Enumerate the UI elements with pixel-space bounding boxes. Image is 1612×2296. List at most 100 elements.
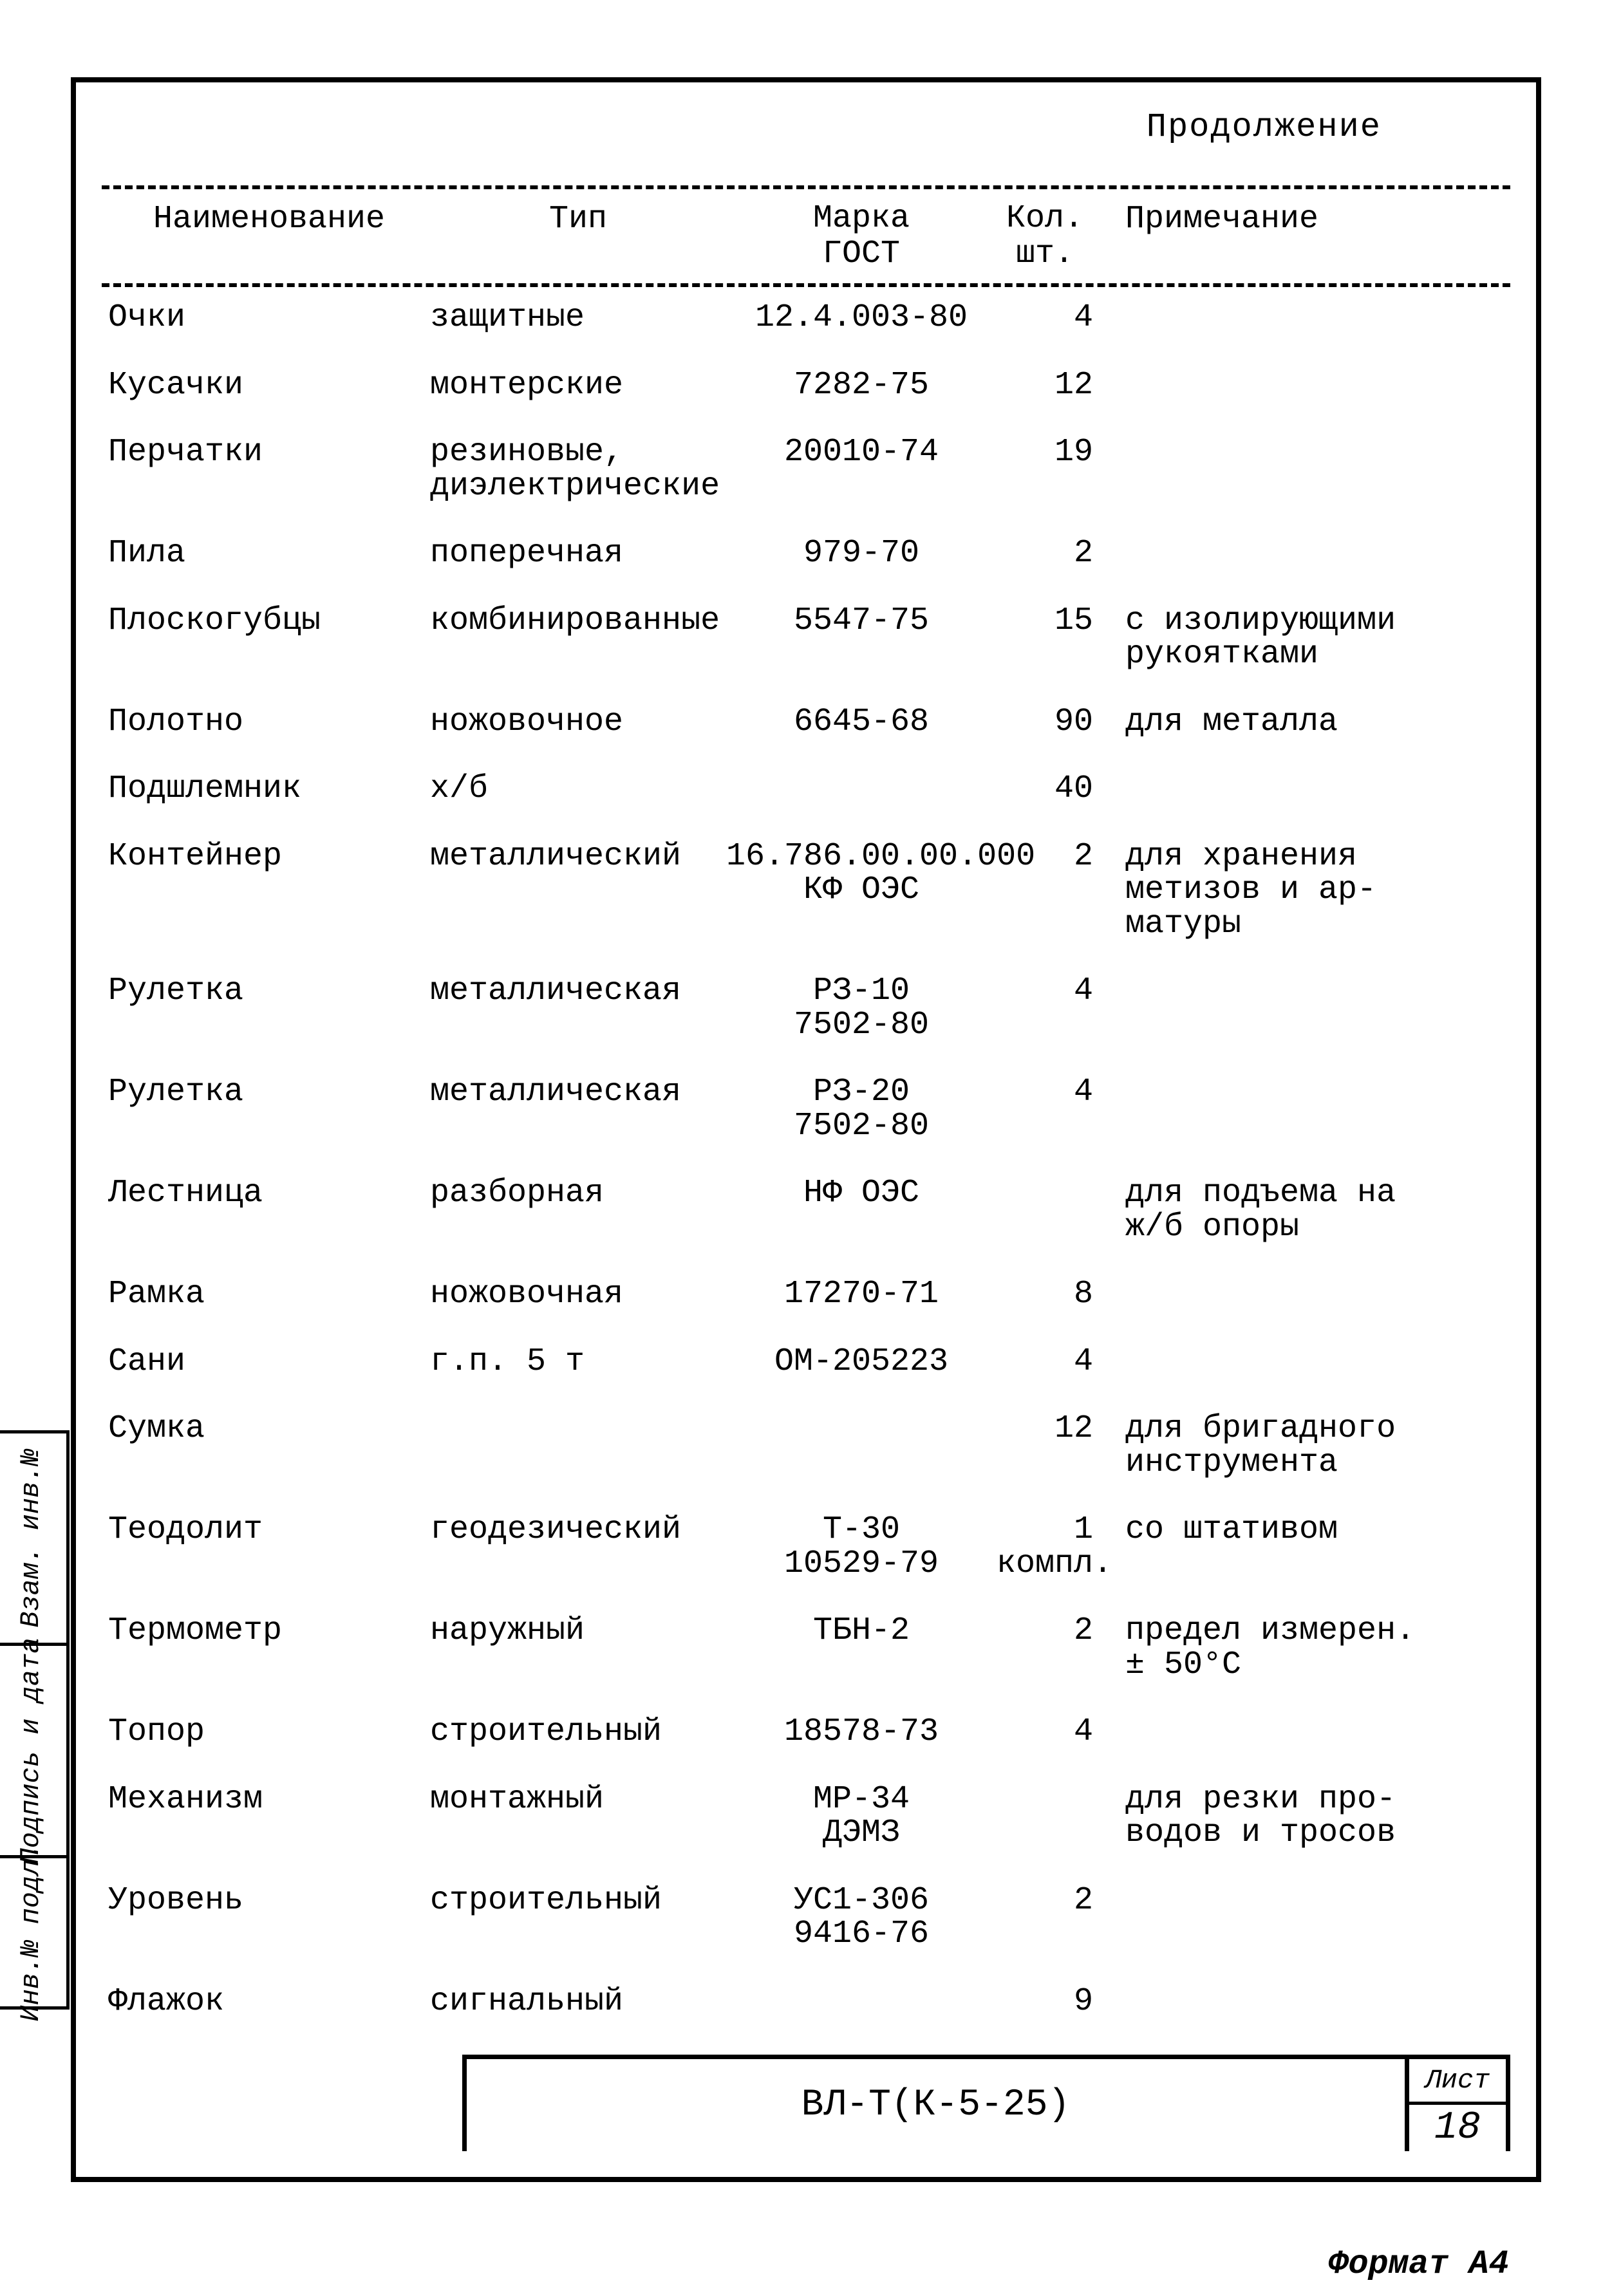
cell-qty: 12	[997, 1412, 1106, 1446]
cell-type: разборная	[430, 1177, 726, 1211]
table-row: ТеодолитгеодезическийТ-30 10529-791 комп…	[102, 1502, 1510, 1603]
table-row: Кусачкимонтерские7282-7512	[102, 357, 1510, 425]
cell-gost: 12.4.003-80	[726, 301, 997, 335]
header-qty: Кол. шт.	[997, 201, 1106, 272]
cell-name: Очки	[108, 301, 430, 335]
cell-qty: 4	[997, 301, 1106, 335]
header-qty-line1: Кол.	[997, 201, 1093, 236]
table-row: МеханизммонтажныйМР-34 ДЭМЗ для резки про…	[102, 1771, 1510, 1872]
cell-qty: 9	[997, 1985, 1106, 2019]
table-row: Подшлемникх/б 40	[102, 761, 1510, 828]
header-gost: Марка ГОСТ	[726, 201, 997, 272]
sheet-label: Лист	[1409, 2059, 1506, 2105]
cell-qty: 4	[997, 975, 1106, 1009]
cell-name: Механизм	[108, 1783, 430, 1817]
cell-gost: Т-30 10529-79	[726, 1513, 997, 1581]
table-row: Сумка12для бригадного инструмента	[102, 1401, 1510, 1502]
sidebar-cell-inv: Инв.№ подл.	[0, 1855, 70, 2010]
header-gost-line1: Марка	[726, 201, 997, 236]
sheet-box: Лист 18	[1405, 2059, 1506, 2151]
sidebar-label-inv: Инв.№ подл.	[15, 1843, 46, 2021]
cell-gost: 6645-68	[726, 705, 997, 740]
cell-qty: 2	[997, 537, 1106, 571]
cell-note: для подъема на ж/б опоры	[1106, 1177, 1504, 1244]
table-row: Полотноножовочное6645-6890для металла	[102, 694, 1510, 761]
cell-gost: 5547-75	[726, 604, 997, 639]
cell-note: для бригадного инструмента	[1106, 1412, 1504, 1480]
cell-gost: ТБН-2	[726, 1614, 997, 1648]
cell-name: Уровень	[108, 1884, 430, 1918]
cell-gost: НФ ОЭС	[726, 1177, 997, 1211]
sidebar-cell-sign: Подпись и дата	[0, 1643, 70, 1855]
cell-name: Плоскогубцы	[108, 604, 430, 639]
cell-note: со штативом	[1106, 1513, 1504, 1547]
cell-qty: 19	[997, 436, 1106, 470]
table-row: Флажоксигнальный 9	[102, 1974, 1510, 2041]
cell-note: для резки про- водов и тросов	[1106, 1783, 1504, 1851]
cell-gost: РЗ-10 7502-80	[726, 975, 997, 1042]
cell-name: Термометр	[108, 1614, 430, 1648]
cell-name: Топор	[108, 1715, 430, 1750]
cell-gost: 979-70	[726, 537, 997, 571]
cell-name: Кусачки	[108, 369, 430, 403]
cell-qty: 2	[997, 1884, 1106, 1918]
table-row: Контейнерметаллический16.786.00.00.000 К…	[102, 828, 1510, 964]
header-qty-line2: шт.	[997, 236, 1093, 272]
cell-type: металлический	[430, 840, 726, 874]
cell-note: предел измерен. ± 50°С	[1106, 1614, 1504, 1682]
cell-type: х/б	[430, 772, 726, 807]
header-row: Наименование Тип Марка ГОСТ Кол. шт. При…	[102, 189, 1510, 283]
table-row: ТермометрнаружныйТБН-22предел измерен. ±…	[102, 1603, 1510, 1704]
header-type: Тип	[430, 201, 726, 272]
cell-note: для хранения метизов и ар- матуры	[1106, 840, 1504, 942]
cell-gost: 18578-73	[726, 1715, 997, 1750]
cell-name: Лестница	[108, 1177, 430, 1211]
cell-type: монтажный	[430, 1783, 726, 1817]
cell-type: поперечная	[430, 537, 726, 571]
cell-name: Флажок	[108, 1985, 430, 2019]
cell-gost: МР-34 ДЭМЗ	[726, 1783, 997, 1851]
table-row: РулеткаметаллическаяРЗ-20 7502-804	[102, 1064, 1510, 1165]
table-row: РулеткаметаллическаяРЗ-10 7502-804	[102, 963, 1510, 1064]
table-row: ЛестницаразборнаяНФ ОЭС для подъема на ж/…	[102, 1165, 1510, 1266]
cell-name: Рамка	[108, 1278, 430, 1312]
cell-note: для металла	[1106, 705, 1504, 740]
table-row: Очкизащитные12.4.003-804	[102, 290, 1510, 357]
title-block: ВЛ-Т(К-5-25) Лист 18	[462, 2055, 1510, 2151]
sheet-number: 18	[1409, 2105, 1506, 2151]
cell-qty: 4	[997, 1715, 1106, 1750]
sidebar-cell-vzam: Взам. инв.№	[0, 1430, 70, 1643]
cell-name: Пила	[108, 537, 430, 571]
cell-gost: 16.786.00.00.000 КФ ОЭС	[726, 840, 997, 908]
table-row: Саниг.п. 5 тОМ-2052234	[102, 1334, 1510, 1401]
cell-type: г.п. 5 т	[430, 1345, 726, 1379]
cell-name: Сани	[108, 1345, 430, 1379]
cell-type: металлическая	[430, 1076, 726, 1110]
cell-name: Рулетка	[108, 1076, 430, 1110]
header-note: Примечание	[1106, 201, 1504, 272]
cell-qty: 40	[997, 772, 1106, 807]
cell-qty: 90	[997, 705, 1106, 740]
header-dash-bottom	[102, 283, 1510, 287]
cell-gost: РЗ-20 7502-80	[726, 1076, 997, 1143]
continuation-label: Продолжение	[1147, 108, 1382, 146]
cell-qty: 12	[997, 369, 1106, 403]
cell-name: Рулетка	[108, 975, 430, 1009]
cell-type: металлическая	[430, 975, 726, 1009]
cell-name: Теодолит	[108, 1513, 430, 1547]
cell-gost: ОМ-205223	[726, 1345, 997, 1379]
table-header: Наименование Тип Марка ГОСТ Кол. шт. При…	[102, 185, 1510, 287]
cell-name: Перчатки	[108, 436, 430, 470]
cell-type: строительный	[430, 1884, 726, 1918]
table-row: Рамканожовочная17270-718	[102, 1266, 1510, 1334]
cell-name: Подшлемник	[108, 772, 430, 807]
table-row: Перчаткирезиновые, диэлектрические20010-…	[102, 424, 1510, 525]
cell-qty: 2	[997, 840, 1106, 874]
cell-type: сигнальный	[430, 1985, 726, 2019]
cell-gost: 7282-75	[726, 369, 997, 403]
cell-type: защитные	[430, 301, 726, 335]
document-code: ВЛ-Т(К-5-25)	[467, 2059, 1405, 2151]
format-label: Формат А4	[1328, 2245, 1509, 2283]
cell-qty: 4	[997, 1076, 1106, 1110]
cell-gost: 20010-74	[726, 436, 997, 470]
